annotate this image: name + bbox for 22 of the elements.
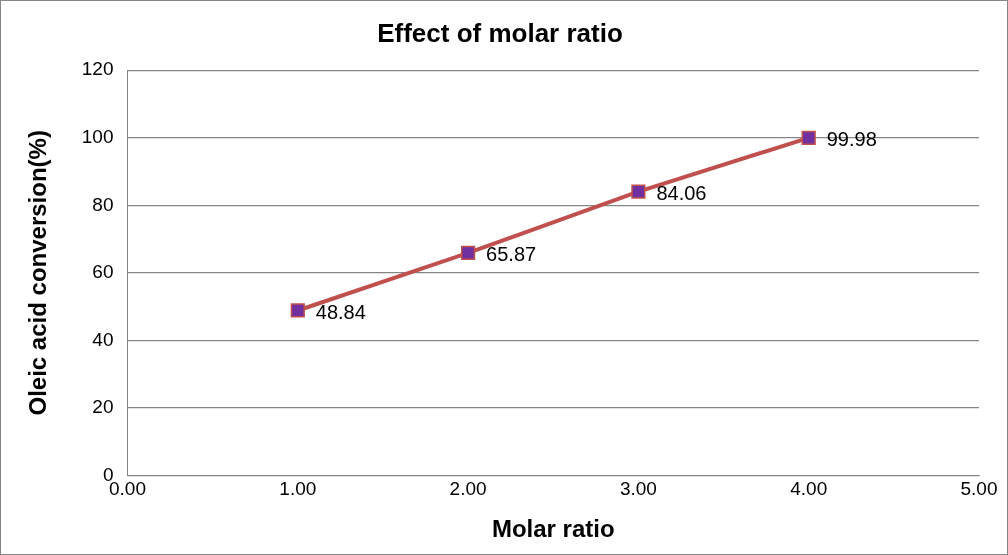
- point: [290, 303, 305, 318]
- y-tick-label: 40: [92, 328, 114, 350]
- y-tick-label: 80: [92, 193, 114, 215]
- y-tick-label: 100: [81, 125, 114, 147]
- data-label: 65.87: [486, 243, 537, 266]
- x-tick-label: 1.00: [279, 478, 317, 500]
- data-label: 48.84: [315, 301, 366, 323]
- point: [460, 245, 476, 261]
- point: [631, 184, 646, 199]
- y-tick-label: 60: [92, 261, 114, 283]
- x-tick-label: 4.00: [790, 478, 828, 500]
- chart-title: Effect of molar ratio: [377, 17, 623, 48]
- x-axis-title: Molar ratio: [491, 515, 615, 543]
- x-tick-label: 5.00: [960, 478, 998, 500]
- y-tick-label: 120: [81, 58, 114, 80]
- data-label: 99.98: [826, 128, 877, 151]
- point: [801, 130, 816, 145]
- x-tick-label: 3.00: [619, 478, 657, 500]
- y-axis-title: Oleic acid conversion(%): [24, 130, 52, 416]
- x-tick-label: 2.00: [449, 478, 487, 500]
- data-label: 84.06: [656, 182, 707, 205]
- y-tick-label: 20: [92, 396, 114, 418]
